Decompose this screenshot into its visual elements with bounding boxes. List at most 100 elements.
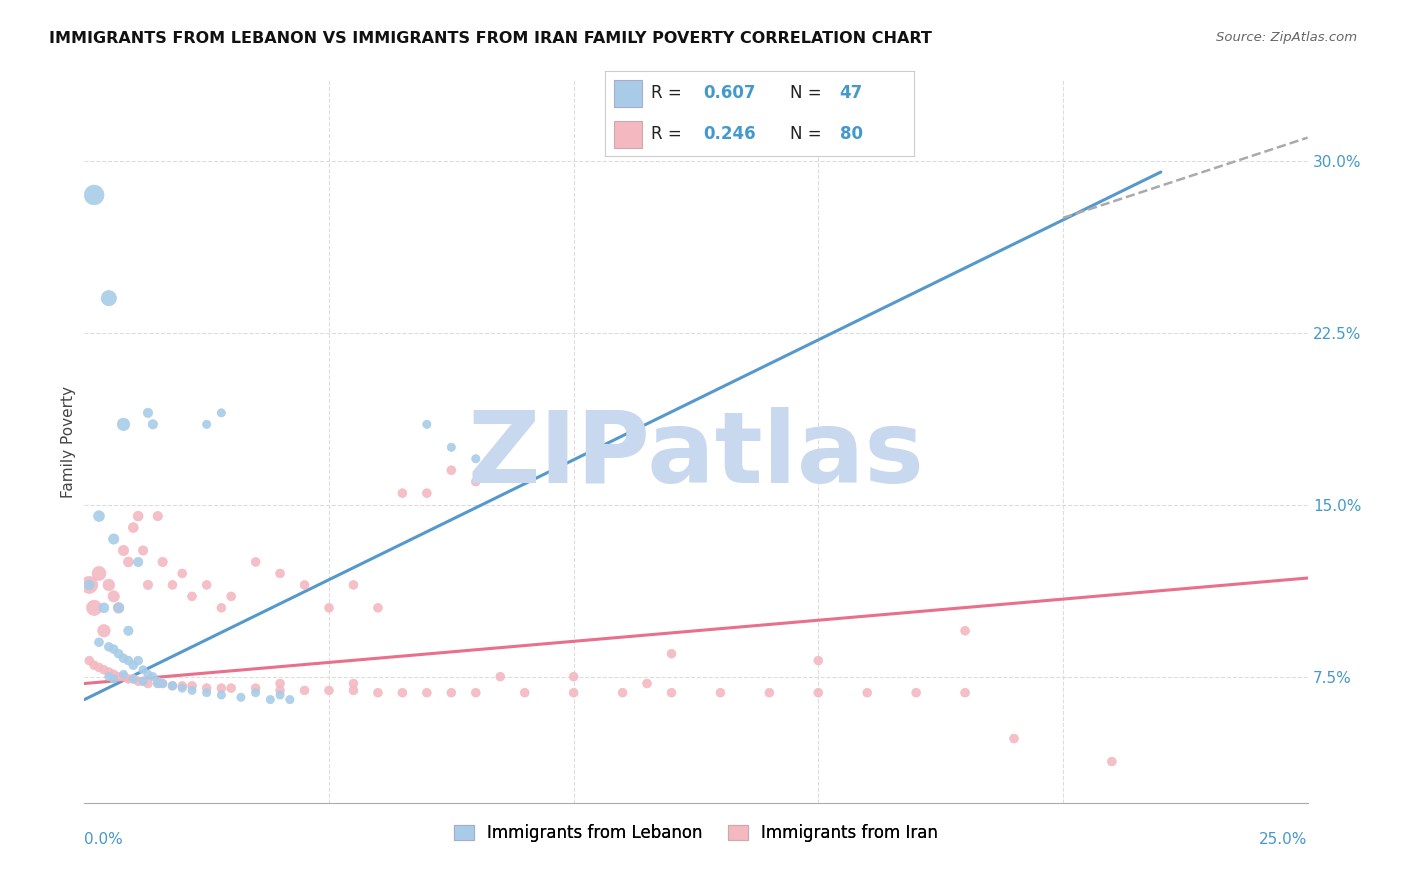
Point [117, 624, 139, 638]
Point [807, 686, 830, 700]
Point [269, 676, 291, 690]
Point [136, 406, 159, 420]
Point [142, 670, 165, 684]
Point [107, 647, 129, 661]
Point [245, 555, 267, 569]
Text: N =: N = [790, 85, 827, 103]
Point [107, 600, 129, 615]
Point [127, 509, 149, 524]
Point [93, 663, 115, 677]
FancyBboxPatch shape [614, 80, 641, 107]
Point [97, 291, 120, 305]
Text: 0.246: 0.246 [703, 125, 756, 143]
Point [87, 660, 110, 674]
Point [136, 578, 159, 592]
Point [953, 686, 976, 700]
Point [195, 578, 218, 592]
Text: Source: ZipAtlas.com: Source: ZipAtlas.com [1216, 31, 1357, 45]
Point [97, 665, 120, 679]
Point [103, 672, 125, 686]
Text: N =: N = [790, 125, 827, 143]
Point [269, 683, 291, 698]
Text: 0.0%: 0.0% [84, 831, 124, 847]
Point [77, 654, 100, 668]
Point [259, 692, 281, 706]
Point [209, 406, 232, 420]
Point [661, 647, 683, 661]
Point [245, 681, 267, 695]
Point [416, 686, 439, 700]
Point [229, 690, 252, 705]
Point [195, 686, 218, 700]
Text: R =: R = [651, 125, 688, 143]
Point [464, 475, 486, 489]
Point [97, 640, 120, 654]
Point [117, 555, 139, 569]
Point [87, 509, 110, 524]
Point [661, 686, 683, 700]
Point [367, 600, 389, 615]
Point [103, 642, 125, 657]
Point [953, 624, 976, 638]
Point [318, 600, 340, 615]
Text: 25.0%: 25.0% [1260, 831, 1308, 847]
Text: 47: 47 [839, 85, 863, 103]
Point [440, 440, 463, 454]
Point [122, 672, 145, 686]
Point [127, 654, 149, 668]
Point [219, 681, 242, 695]
Point [636, 676, 658, 690]
Point [142, 417, 165, 432]
Point [146, 676, 169, 690]
Legend: Immigrants from Lebanon, Immigrants from Iran: Immigrants from Lebanon, Immigrants from… [447, 817, 945, 848]
Point [416, 486, 439, 500]
Point [181, 683, 204, 698]
Point [112, 417, 135, 432]
Point [294, 578, 316, 592]
Text: R =: R = [651, 85, 688, 103]
Point [117, 672, 139, 686]
Text: 80: 80 [839, 125, 863, 143]
Point [342, 578, 364, 592]
Point [127, 555, 149, 569]
Point [87, 635, 110, 649]
Point [112, 651, 135, 665]
Point [709, 686, 731, 700]
Point [905, 686, 928, 700]
Point [367, 686, 389, 700]
Point [181, 590, 204, 604]
Point [117, 654, 139, 668]
Point [146, 674, 169, 689]
Point [758, 686, 780, 700]
Point [97, 578, 120, 592]
Point [209, 681, 232, 695]
Point [464, 686, 486, 700]
Point [162, 679, 184, 693]
Point [807, 654, 830, 668]
Point [278, 692, 301, 706]
Point [391, 486, 413, 500]
Point [136, 667, 159, 681]
Point [162, 679, 184, 693]
Text: IMMIGRANTS FROM LEBANON VS IMMIGRANTS FROM IRAN FAMILY POVERTY CORRELATION CHART: IMMIGRANTS FROM LEBANON VS IMMIGRANTS FR… [49, 31, 932, 46]
Point [219, 590, 242, 604]
Point [107, 670, 129, 684]
Point [856, 686, 879, 700]
Point [464, 451, 486, 466]
Text: ZIPatlas: ZIPatlas [468, 408, 924, 505]
Point [391, 686, 413, 700]
Point [103, 532, 125, 546]
Text: 0.607: 0.607 [703, 85, 756, 103]
Point [562, 686, 585, 700]
Point [269, 688, 291, 702]
Point [77, 578, 100, 592]
Point [342, 676, 364, 690]
Point [83, 600, 105, 615]
Point [107, 600, 129, 615]
Point [245, 686, 267, 700]
Point [209, 688, 232, 702]
Point [294, 683, 316, 698]
Point [1002, 731, 1025, 746]
Point [269, 566, 291, 581]
Point [416, 417, 439, 432]
